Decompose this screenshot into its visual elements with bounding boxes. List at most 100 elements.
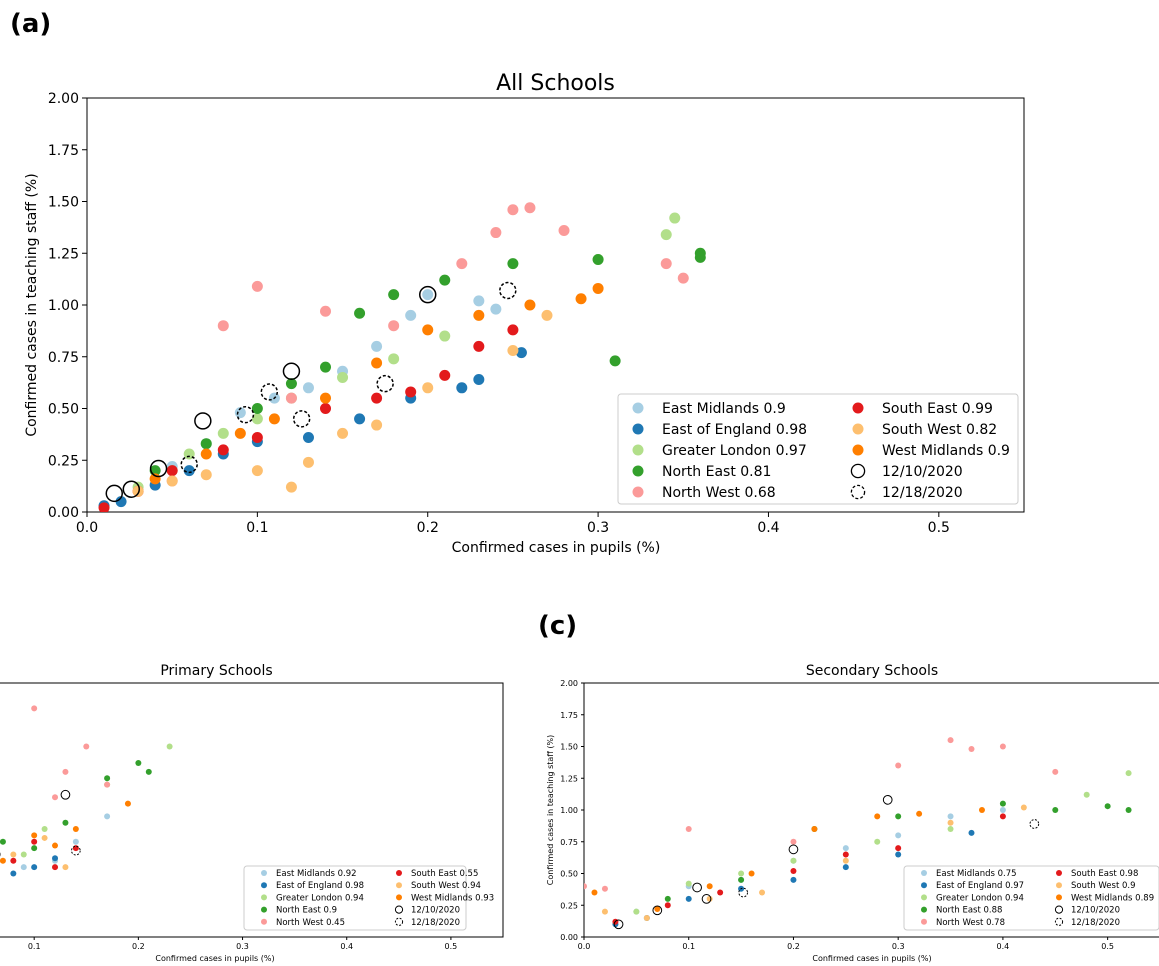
legend-marker-se	[852, 402, 864, 414]
point-nw	[31, 705, 38, 712]
point-ne	[62, 819, 69, 826]
point-ee	[10, 870, 17, 877]
legend-marker-wm	[852, 444, 864, 456]
point-wm	[654, 906, 661, 913]
y-tick-label: 1.00	[48, 298, 79, 314]
point-ee	[115, 496, 127, 508]
legend-label: East Midlands 0.9	[662, 401, 786, 417]
legend-label: 12/18/2020	[882, 485, 963, 501]
marker-12-18-2020	[292, 410, 311, 428]
x-tick-label: 0.2	[132, 942, 145, 951]
x-tick-label: 0.4	[340, 942, 353, 951]
point-em	[999, 807, 1006, 813]
y-tick-label: 0.50	[560, 870, 578, 879]
point-nw	[217, 320, 229, 332]
point-gl	[41, 826, 48, 833]
point-nw	[285, 392, 297, 404]
y-tick-label: 0.25	[48, 453, 79, 469]
point-nw	[947, 737, 954, 744]
point-gl	[738, 870, 745, 877]
legend-label: South West 0.94	[411, 881, 481, 891]
point-nw	[104, 781, 111, 788]
legend-label: North East 0.9	[276, 906, 337, 916]
point-wm	[575, 293, 587, 305]
point-sw	[337, 427, 349, 439]
legend-label: East Midlands 0.92	[276, 869, 357, 879]
data-points	[98, 202, 706, 512]
point-em	[473, 295, 485, 307]
point-nw	[968, 746, 975, 753]
point-ne	[738, 876, 745, 883]
point-ne	[507, 258, 519, 270]
marker-12-18-2020	[71, 845, 81, 856]
legend-label: East of England 0.98	[276, 881, 364, 891]
legend-label: North West 0.68	[662, 485, 776, 501]
y-tick-label: 1.00	[560, 806, 578, 815]
point-gl	[669, 212, 681, 224]
point-ee	[31, 864, 38, 871]
x-tick-label: 0.0	[76, 520, 98, 536]
point-ne	[320, 361, 332, 373]
point-se	[895, 845, 902, 852]
point-gl	[166, 743, 173, 750]
panel-label-c: (c)	[538, 611, 577, 641]
marker-12-10-2020	[701, 894, 712, 904]
x-tick-label: 0.2	[787, 942, 800, 951]
x-tick-label: 0.0	[578, 942, 591, 951]
legend-marker-dashed-circle	[1054, 917, 1064, 926]
legend-marker-ne	[921, 906, 927, 913]
point-wm	[978, 807, 985, 813]
point-wm	[0, 857, 6, 864]
y-tick-label: 0.25	[560, 901, 578, 910]
point-ne	[104, 775, 111, 782]
legend-marker-se	[1056, 870, 1062, 876]
point-ne	[200, 438, 212, 450]
legend-label: Greater London 0.94	[936, 893, 1024, 903]
point-sw	[302, 456, 314, 468]
y-tick-label: 0.00	[560, 933, 578, 942]
legend-marker-nw	[921, 918, 927, 925]
point-wm	[31, 832, 38, 839]
point-nw	[677, 272, 689, 284]
point-gl	[388, 353, 400, 365]
legend-marker-sw	[396, 882, 402, 889]
marker-12-10-2020	[692, 882, 702, 893]
marker-12-18-2020	[499, 281, 517, 300]
x-axis-label: Confirmed cases in pupils (%)	[452, 540, 661, 556]
point-ne	[0, 838, 6, 845]
point-wm	[473, 309, 485, 321]
point-nw	[456, 258, 468, 270]
x-axis-label: Confirmed cases in pupils (%)	[812, 954, 931, 963]
point-sw	[759, 889, 766, 896]
point-gl	[1083, 791, 1090, 798]
data-points	[584, 737, 1132, 930]
point-se	[405, 386, 417, 398]
legend-label: North East 0.81	[662, 464, 771, 480]
marker-12-10-2020	[149, 459, 168, 478]
point-em	[947, 813, 954, 820]
point-gl	[660, 229, 672, 241]
point-gl	[1125, 770, 1132, 777]
y-tick-label: 0.75	[560, 838, 578, 847]
point-se	[999, 813, 1006, 820]
point-sw	[371, 419, 383, 431]
point-ne	[999, 800, 1006, 807]
legend-label: North West 0.78	[936, 918, 1005, 928]
marker-12-10-2020	[282, 362, 301, 380]
marker-12-10-2020	[613, 919, 624, 930]
marker-12-10-2020	[419, 285, 437, 304]
y-tick-label: 1.50	[48, 195, 79, 211]
legend-marker-nw	[632, 486, 644, 498]
point-ee	[515, 347, 527, 359]
point-ee	[895, 851, 902, 858]
point-se	[320, 403, 332, 414]
legend-box	[617, 393, 1019, 505]
point-wm	[874, 813, 881, 820]
point-nw	[660, 258, 672, 270]
point-sw	[507, 345, 519, 357]
x-tick-label: 0.1	[246, 520, 268, 536]
primary-schools-chart: Primary Schools 0.1 0.2 0.3 0.4 0.5 Confirmed …	[0, 663, 504, 963]
y-tick-label: 2.00	[560, 679, 578, 688]
point-se	[717, 889, 724, 896]
y-axis-label: Confirmed cases in teaching staff (%)	[24, 173, 40, 436]
